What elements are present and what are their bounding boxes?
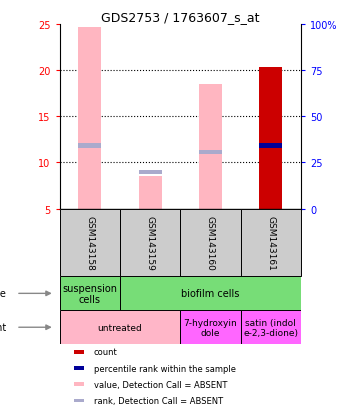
Bar bbox=[78, 144, 101, 148]
Bar bbox=[60, 311, 180, 344]
Text: GSM143159: GSM143159 bbox=[146, 216, 155, 271]
Bar bbox=[120, 209, 180, 277]
Text: untreated: untreated bbox=[98, 323, 142, 332]
Title: GDS2753 / 1763607_s_at: GDS2753 / 1763607_s_at bbox=[101, 11, 259, 24]
Bar bbox=[74, 399, 84, 402]
Bar bbox=[60, 277, 120, 311]
Bar bbox=[74, 350, 84, 354]
Text: agent: agent bbox=[0, 323, 6, 332]
Bar bbox=[78, 28, 101, 209]
Bar bbox=[199, 150, 222, 155]
Text: GSM143158: GSM143158 bbox=[85, 216, 94, 271]
Text: 7-hydroxyin
dole: 7-hydroxyin dole bbox=[183, 318, 237, 337]
Text: suspension
cells: suspension cells bbox=[62, 283, 117, 304]
Bar bbox=[120, 277, 301, 311]
Text: cell type: cell type bbox=[0, 289, 6, 299]
Bar bbox=[259, 144, 282, 148]
Bar bbox=[139, 171, 162, 175]
Text: GSM143161: GSM143161 bbox=[266, 216, 275, 271]
Bar bbox=[139, 177, 162, 209]
Bar bbox=[259, 68, 282, 209]
Text: GSM143160: GSM143160 bbox=[206, 216, 215, 271]
Bar bbox=[241, 209, 301, 277]
Bar bbox=[241, 311, 301, 344]
Text: percentile rank within the sample: percentile rank within the sample bbox=[94, 364, 236, 373]
Text: value, Detection Call = ABSENT: value, Detection Call = ABSENT bbox=[94, 380, 227, 389]
Text: rank, Detection Call = ABSENT: rank, Detection Call = ABSENT bbox=[94, 396, 223, 405]
Text: count: count bbox=[94, 348, 118, 356]
Bar bbox=[74, 382, 84, 386]
Bar bbox=[60, 209, 120, 277]
Bar bbox=[180, 209, 241, 277]
Bar bbox=[74, 366, 84, 370]
Text: satin (indol
e-2,3-dione): satin (indol e-2,3-dione) bbox=[243, 318, 298, 337]
Text: biofilm cells: biofilm cells bbox=[181, 289, 240, 299]
Bar bbox=[180, 311, 241, 344]
Bar bbox=[199, 85, 222, 209]
